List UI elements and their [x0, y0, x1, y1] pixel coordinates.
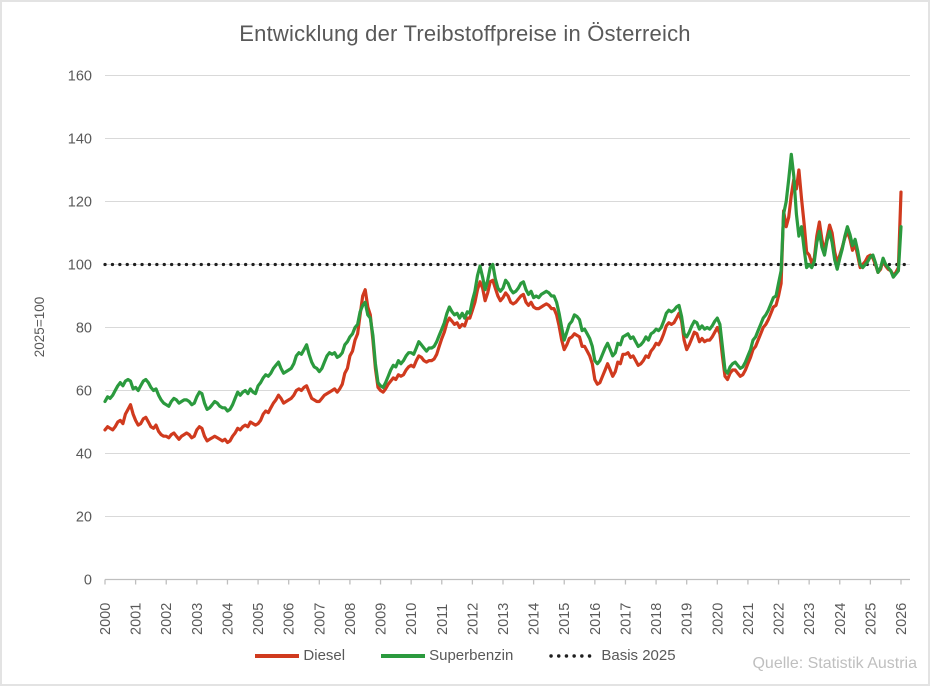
legend-label-superbenzin: Superbenzin — [429, 647, 514, 664]
x-tick-label: 2006 — [282, 603, 298, 635]
basis-dotted-swatch-icon — [549, 653, 599, 658]
x-tick-label: 2026 — [894, 603, 910, 635]
x-axis — [104, 578, 910, 585]
y-tick-label: 80 — [76, 321, 92, 337]
x-tick-label: 2022 — [772, 603, 788, 635]
y-axis-title: 2025=100 — [32, 297, 47, 357]
x-tick-label: 2025 — [863, 603, 879, 635]
x-tick-label: 2007 — [312, 603, 328, 635]
legend-item-basis-2025: Basis 2025 — [548, 647, 676, 664]
x-tick-label: 2000 — [98, 603, 114, 635]
legend-label-diesel: Diesel — [303, 647, 346, 664]
x-tick-label: 2021 — [741, 603, 757, 635]
superbenzin-line — [103, 152, 903, 413]
x-tick-label: 2015 — [557, 603, 573, 635]
chart-title: Entwicklung der Treibstoffpreise in Öste… — [239, 21, 691, 46]
x-tick-label: 2008 — [343, 603, 359, 635]
y-tick-label: 40 — [76, 447, 92, 463]
x-tick-label: 2012 — [465, 603, 481, 635]
y-tick-label: 0 — [84, 573, 92, 589]
x-tick-label: 2017 — [618, 603, 634, 635]
diesel-line — [103, 168, 903, 445]
y-tick-labels: 0 20 40 60 80 100 120 140 160 — [68, 69, 92, 589]
x-tick-label: 2010 — [404, 603, 420, 635]
legend-item-diesel: Diesel — [254, 647, 345, 664]
y-tick-label: 120 — [68, 195, 92, 211]
x-tick-label: 2016 — [588, 603, 604, 635]
x-tick-label: 2004 — [220, 603, 236, 635]
y-tick-label: 100 — [68, 258, 92, 274]
x-tick-label: 2014 — [527, 603, 543, 635]
x-tick-label: 2005 — [251, 603, 267, 635]
x-tick-label: 2023 — [802, 603, 818, 635]
x-tick-label: 2011 — [435, 604, 451, 635]
y-tick-label: 60 — [76, 384, 92, 400]
x-tick-label: 2018 — [649, 603, 665, 635]
y-tick-label: 20 — [76, 510, 92, 526]
legend-item-superbenzin: Superbenzin — [380, 647, 513, 664]
x-tick-label: 2009 — [374, 603, 390, 635]
x-tick-label: 2013 — [496, 603, 512, 635]
x-tick-label: 2024 — [833, 603, 849, 635]
chart-legend: Diesel Superbenzin Basis 2025 — [2, 647, 928, 664]
y-tick-label: 160 — [68, 69, 92, 85]
gridlines — [105, 75, 910, 517]
x-tick-label: 2020 — [710, 603, 726, 635]
x-tick-label: 2001 — [129, 603, 145, 635]
x-tick-label: 2002 — [159, 603, 175, 635]
source-caption: Quelle: Statistik Austria — [752, 655, 917, 672]
legend-label-basis: Basis 2025 — [601, 647, 676, 664]
superbenzin-line-swatch-icon — [381, 653, 426, 658]
diesel-line-swatch-icon — [255, 653, 300, 658]
y-tick-label: 140 — [68, 132, 92, 148]
x-tick-labels: 2000 2001 2002 2003 2004 2005 2006 2007 2008 2009… — [98, 603, 910, 635]
x-tick-label: 2019 — [680, 603, 696, 635]
x-tick-label: 2003 — [190, 603, 206, 635]
